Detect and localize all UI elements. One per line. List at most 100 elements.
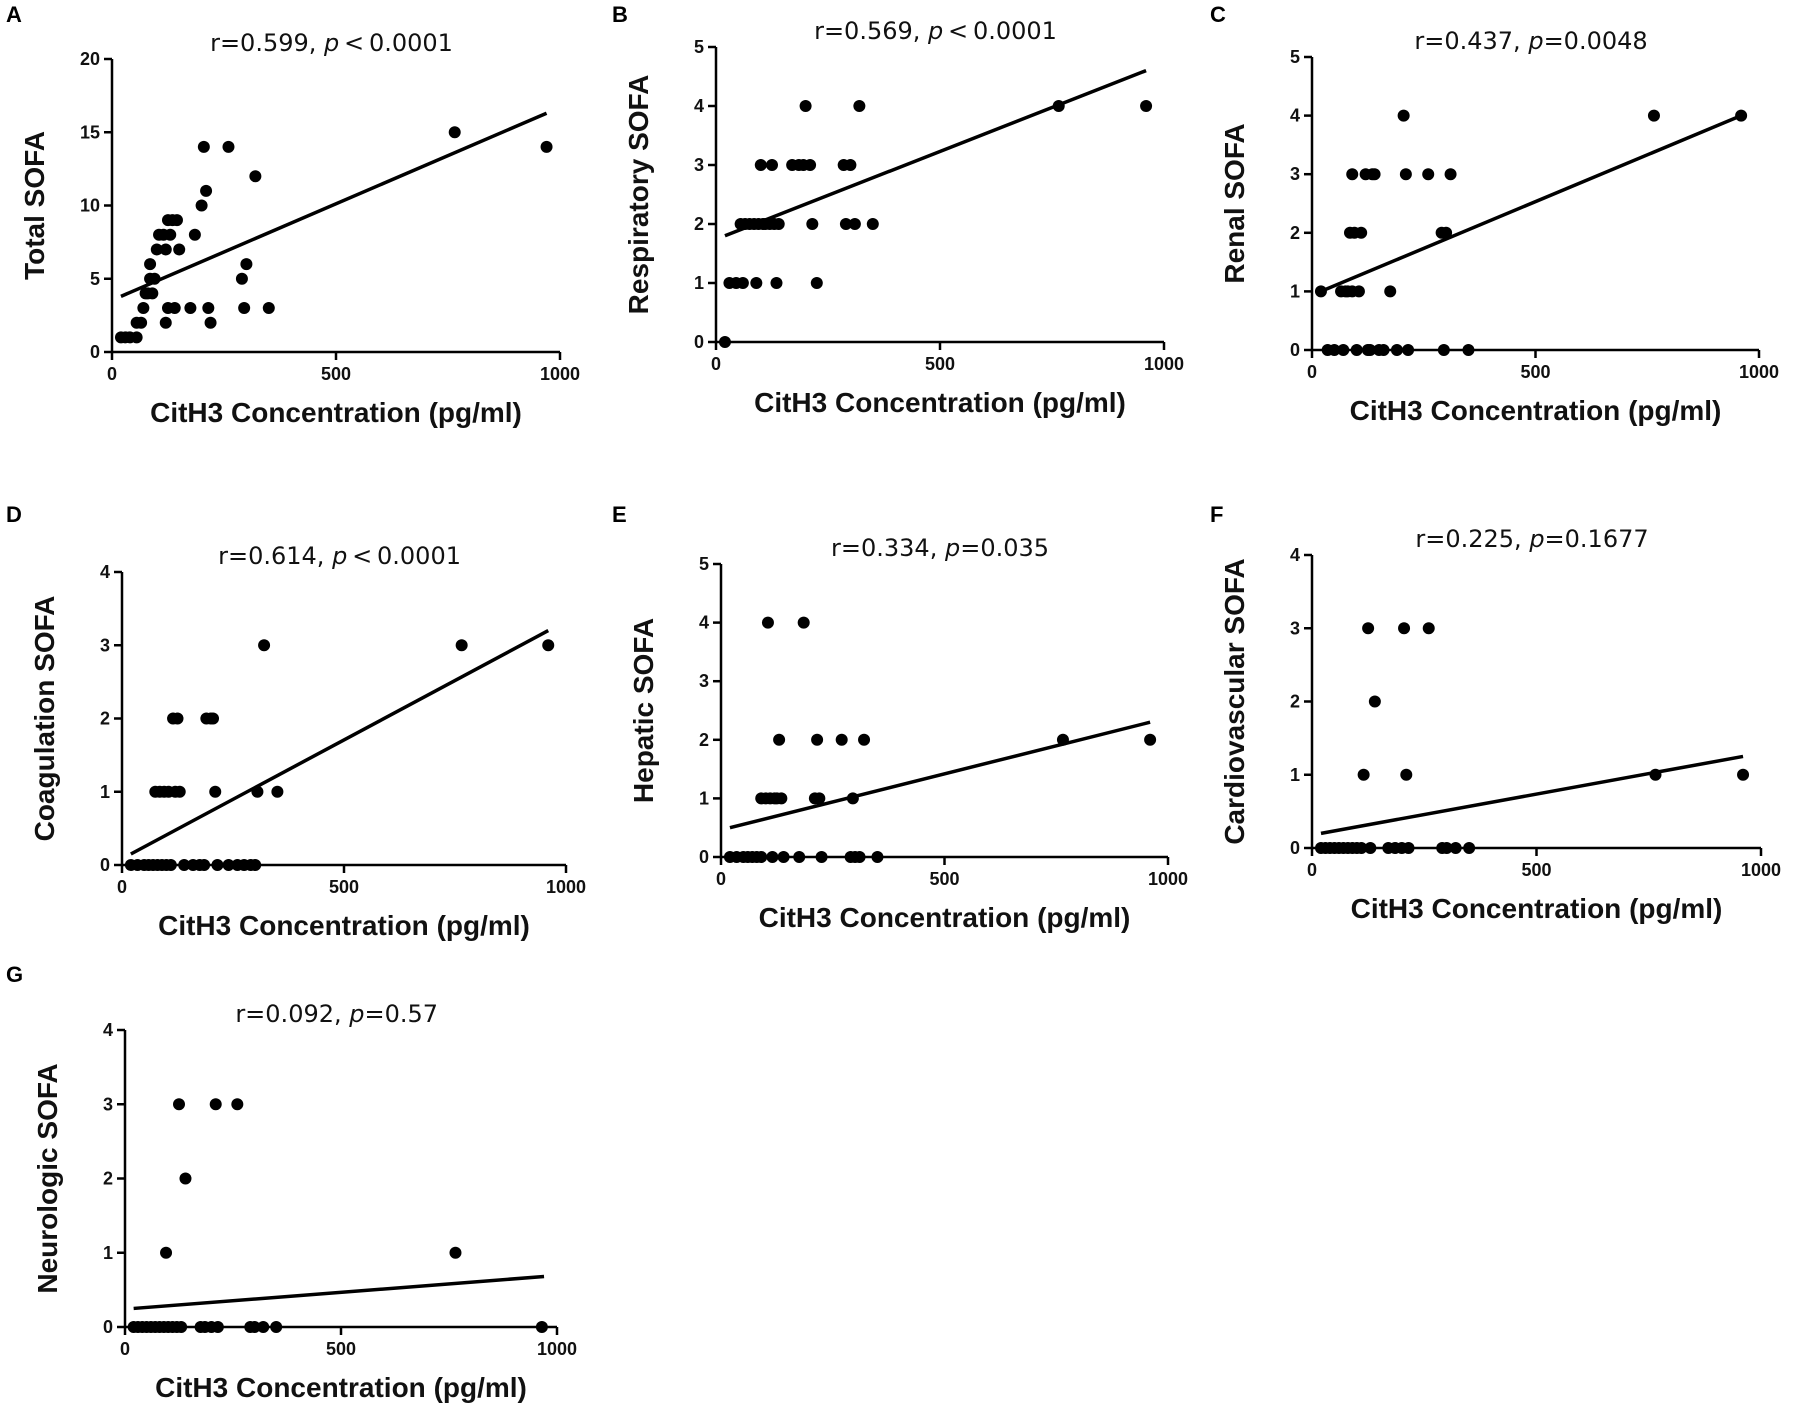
correlation-stat: r=0.569, p < 0.0001	[814, 17, 1057, 45]
data-point	[164, 859, 177, 871]
data-point	[240, 258, 253, 271]
data-point	[772, 218, 785, 230]
data-point	[804, 159, 817, 171]
x-axis-label: CitH3 Concentration (pg/ml)	[155, 1372, 527, 1403]
data-point	[1462, 344, 1475, 356]
y-tick-label: 10	[80, 196, 100, 216]
data-point	[1056, 733, 1069, 746]
y-tick-label: 3	[694, 155, 704, 175]
y-axis-label: Hepatic SOFA	[628, 618, 659, 803]
stat-p-symbol: p	[944, 534, 960, 562]
data-point	[171, 712, 184, 725]
x-tick-label: 500	[1520, 362, 1550, 382]
data-point	[1440, 226, 1453, 239]
data-point	[1355, 842, 1368, 854]
data-point	[793, 851, 806, 863]
data-point	[853, 851, 866, 863]
panel-b: Br=0.569, p < 0.0001 0 500 1000 0 1 2 3 4 5 CitH3 …	[612, 2, 1184, 418]
data-point	[750, 277, 763, 289]
data-point	[835, 733, 848, 746]
panel-c: Cr=0.437, p=0.0048 0 500 1000 0 1 2 3 4 5 CitH3 Co…	[1210, 2, 1779, 426]
regression-line	[1320, 754, 1744, 836]
data-point	[238, 302, 251, 315]
y-tick-label: 0	[1290, 340, 1300, 360]
data-point	[168, 302, 181, 315]
y-tick-label: 0	[694, 332, 704, 352]
panel-letter: G	[6, 962, 23, 987]
x-tick-label: 0	[107, 364, 117, 384]
stat-r: r=0.437,	[1414, 27, 1528, 55]
data-point	[195, 199, 208, 212]
data-point	[1397, 109, 1410, 122]
stat-p-symbol: p	[1528, 525, 1544, 553]
data-point	[188, 228, 201, 241]
panel-a: Ar=0.599, p < 0.0001 0 500 1000 0 5 10 15 20 CitH…	[6, 2, 580, 428]
y-tick-label: 3	[699, 671, 709, 691]
data-point	[718, 336, 731, 348]
data-point	[1350, 344, 1363, 356]
data-point	[799, 100, 812, 112]
regression-line	[729, 720, 1151, 830]
data-point	[766, 851, 779, 863]
stat-p-symbol: p	[348, 1000, 364, 1028]
x-tick-label: 0	[117, 877, 127, 897]
data-point	[844, 159, 857, 171]
stat-p-value: =0.1677	[1545, 525, 1649, 553]
panel-e: Er=0.334, p=0.035 0 500 1000 0 1 2 3 4 5 CitH3 Con…	[612, 502, 1188, 933]
regression-line	[120, 111, 548, 298]
regression-line	[130, 629, 550, 856]
y-tick-label: 1	[103, 1243, 113, 1263]
data-point	[1144, 733, 1157, 746]
data-point	[1355, 226, 1368, 239]
data-point	[159, 316, 172, 329]
y-axis-label: Renal SOFA	[1219, 123, 1250, 283]
y-tick-label: 4	[699, 613, 709, 633]
stat-r: r=0.092,	[235, 1000, 349, 1028]
panel-letter: A	[6, 2, 22, 27]
x-tick-label: 0	[716, 869, 726, 889]
panel-d: Dr=0.614, p < 0.0001 0 500 1000 0 1 2 3 4 CitH3 C…	[6, 502, 586, 941]
data-point	[535, 1321, 548, 1333]
regression-line	[724, 68, 1147, 238]
correlation-stat: r=0.599, p < 0.0001	[210, 29, 453, 57]
y-tick-label: 5	[90, 269, 100, 289]
data-point	[815, 851, 828, 863]
x-tick-label: 500	[326, 1339, 356, 1359]
y-tick-label: 15	[80, 122, 100, 142]
data-point	[1449, 842, 1462, 854]
data-point	[1440, 842, 1453, 854]
stat-p-value: < 0.0001	[339, 29, 453, 57]
data-point	[144, 258, 157, 271]
data-point	[853, 100, 866, 112]
data-point	[1377, 344, 1390, 356]
data-point	[249, 859, 262, 871]
data-point	[540, 140, 553, 153]
stat-p-symbol: p	[927, 17, 943, 45]
data-point	[754, 159, 767, 171]
regression-line	[133, 1274, 545, 1311]
data-point	[1140, 100, 1153, 112]
y-tick-label: 2	[1290, 692, 1300, 712]
y-tick-label: 1	[1290, 281, 1300, 301]
data-point	[806, 218, 819, 230]
data-point	[1649, 768, 1662, 781]
x-axis-label: CitH3 Concentration (pg/ml)	[1350, 395, 1722, 426]
data-point	[848, 218, 861, 230]
data-point	[198, 859, 211, 871]
data-point	[766, 159, 778, 171]
data-point	[211, 859, 224, 871]
data-point	[204, 316, 217, 329]
y-tick-label: 5	[699, 554, 709, 574]
correlation-stat: r=0.225, p=0.1677	[1415, 525, 1648, 553]
y-tick-label: 1	[694, 273, 704, 293]
y-tick-label: 3	[100, 635, 110, 655]
data-point	[137, 302, 150, 315]
data-point	[231, 1098, 244, 1111]
data-point	[1737, 768, 1750, 781]
data-point	[777, 851, 790, 863]
data-point	[1352, 285, 1365, 298]
data-point	[258, 639, 271, 652]
x-tick-label: 1000	[1144, 354, 1184, 374]
data-point	[211, 1321, 224, 1333]
